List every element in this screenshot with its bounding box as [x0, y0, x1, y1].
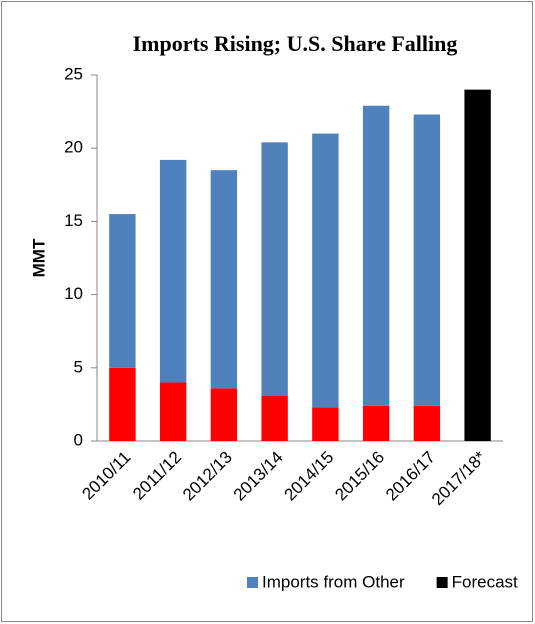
bar-segment [413, 405, 441, 441]
legend-label: Forecast [452, 572, 518, 591]
bar-segment [109, 214, 136, 368]
legend-swatch [436, 577, 448, 588]
bar-segment [312, 133, 339, 408]
bar-segment [210, 388, 238, 441]
bar-segment [109, 367, 136, 441]
y-tick-label: 10 [64, 284, 83, 303]
y-axis-label: MMT [29, 238, 48, 277]
legend-swatch [247, 577, 258, 588]
y-tick-label: 20 [64, 138, 83, 157]
bar-segment [362, 405, 390, 441]
bar-segment [413, 114, 441, 406]
y-tick-label: 25 [64, 64, 83, 83]
bar-segment [159, 382, 187, 441]
bar-segment [159, 159, 187, 383]
bar-segment [464, 89, 491, 441]
bar-segment [261, 395, 288, 441]
bar-segment [210, 170, 238, 389]
bar-segment [362, 105, 390, 406]
y-tick-label: 5 [74, 357, 83, 376]
y-tick-label: 0 [74, 430, 83, 449]
y-tick-label: 15 [64, 211, 83, 230]
bar-segment [261, 142, 288, 396]
chart-title: Imports Rising; U.S. Share Falling [133, 31, 458, 56]
bar-segment [312, 407, 339, 441]
legend-label: Imports from Other [262, 572, 405, 591]
